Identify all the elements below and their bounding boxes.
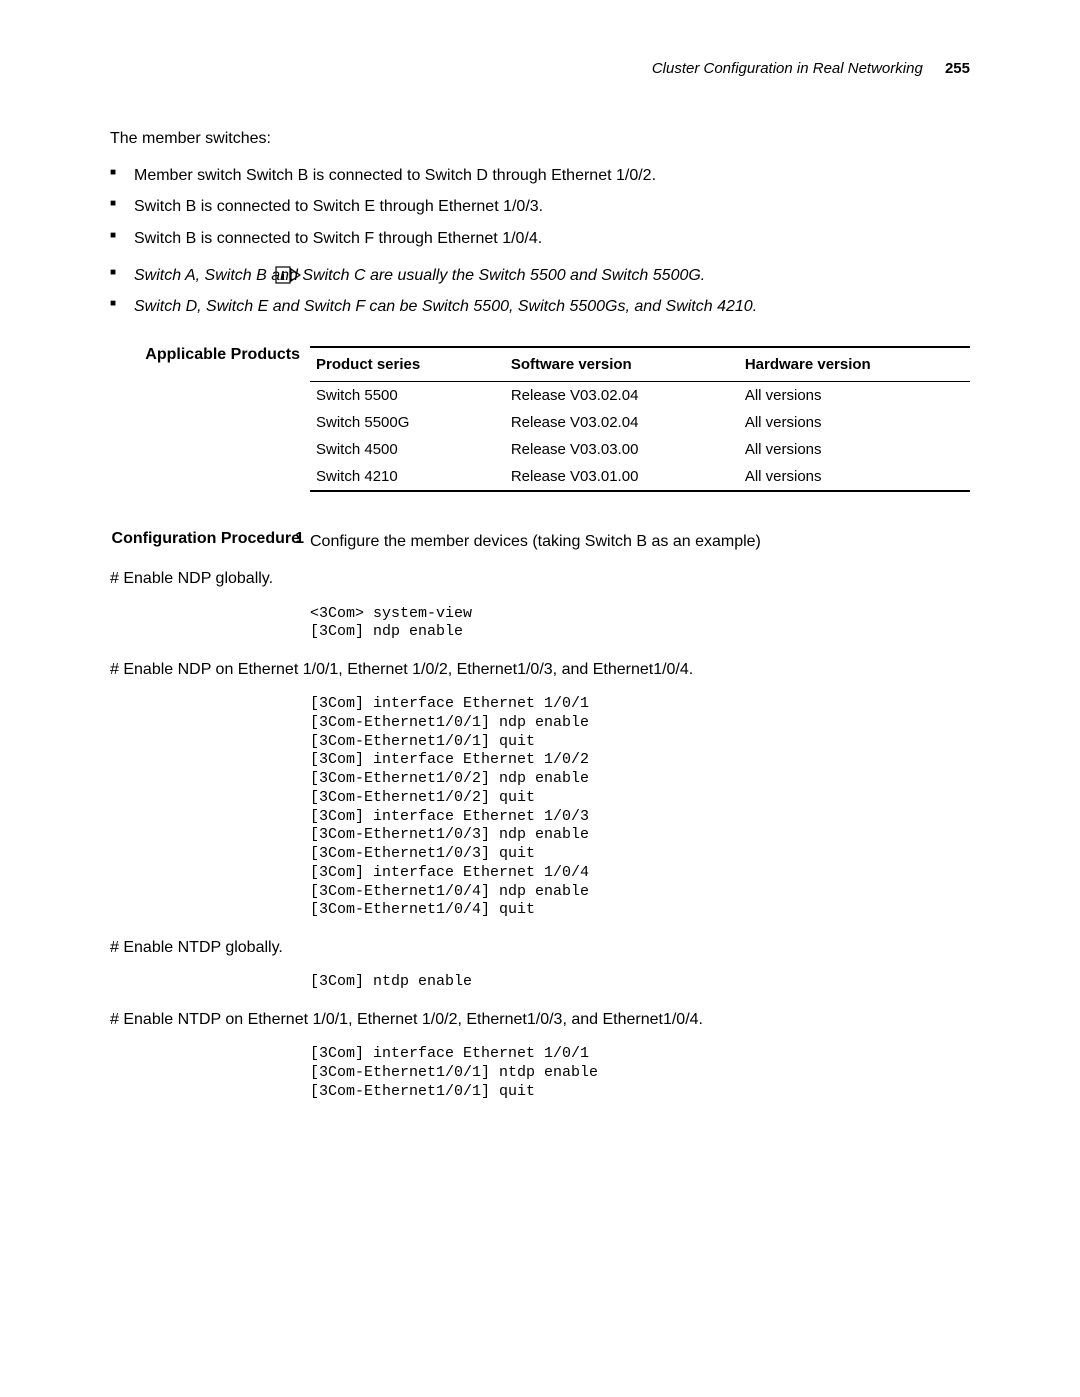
table-cell: Switch 5500G — [310, 409, 505, 436]
code-block: <3Com> system-view [3Com] ndp enable — [310, 605, 970, 643]
step-number: 1 — [290, 530, 304, 548]
table-row: Switch 5500 Release V03.02.04 All versio… — [310, 382, 970, 410]
table-cell: Release V03.02.04 — [505, 382, 739, 410]
step-para: # Enable NDP on Ethernet 1/0/1, Ethernet… — [110, 658, 970, 681]
page: Cluster Configuration in Real Networking… — [0, 0, 1080, 1178]
note-block: i Switch A, Switch B and Switch C are us… — [110, 264, 970, 318]
code-block: [3Com] interface Ethernet 1/0/1 [3Com-Et… — [310, 1045, 970, 1101]
note-bullets: Switch A, Switch B and Switch C are usua… — [110, 264, 970, 318]
table-cell: Switch 4500 — [310, 436, 505, 463]
member-bullets: Member switch Switch B is connected to S… — [110, 164, 970, 250]
table-cell: Release V03.01.00 — [505, 463, 739, 491]
table-cell: All versions — [739, 463, 970, 491]
step-text: Configure the member devices (taking Swi… — [310, 530, 970, 553]
table-header: Hardware version — [739, 347, 970, 382]
list-item: Switch D, Switch E and Switch F can be S… — [110, 295, 970, 318]
table-cell: Switch 4210 — [310, 463, 505, 491]
intro-text: The member switches: — [110, 127, 970, 150]
list-item: Switch B is connected to Switch F throug… — [110, 227, 970, 250]
table-row: Switch 4500 Release V03.03.00 All versio… — [310, 436, 970, 463]
table-cell: Release V03.02.04 — [505, 409, 739, 436]
applicable-products-section: Applicable Products Product series Softw… — [110, 346, 970, 492]
table-cell: Switch 5500 — [310, 382, 505, 410]
step-para: # Enable NTDP globally. — [110, 936, 970, 959]
list-item: Switch A, Switch B and Switch C are usua… — [110, 264, 970, 287]
step-1: 1 Configure the member devices (taking S… — [110, 530, 970, 553]
table-header: Product series — [310, 347, 505, 382]
table-row: Switch 4210 Release V03.01.00 All versio… — [310, 463, 970, 491]
list-item: Member switch Switch B is connected to S… — [110, 164, 970, 187]
table-cell: Release V03.03.00 — [505, 436, 739, 463]
page-header: Cluster Configuration in Real Networking… — [110, 60, 970, 77]
code-block: [3Com] ntdp enable — [310, 973, 970, 992]
table-cell: All versions — [739, 409, 970, 436]
list-item: Switch B is connected to Switch E throug… — [110, 195, 970, 218]
header-title: Cluster Configuration in Real Networking — [652, 60, 923, 77]
page-number: 255 — [945, 60, 970, 77]
step-para: # Enable NDP globally. — [110, 567, 970, 590]
step-para: # Enable NTDP on Ethernet 1/0/1, Etherne… — [110, 1008, 970, 1031]
products-table: Product series Software version Hardware… — [310, 346, 970, 492]
section-heading: Applicable Products — [110, 346, 300, 364]
table-header: Software version — [505, 347, 739, 382]
table-row: Switch 5500G Release V03.02.04 All versi… — [310, 409, 970, 436]
table-cell: All versions — [739, 436, 970, 463]
code-block: [3Com] interface Ethernet 1/0/1 [3Com-Et… — [310, 695, 970, 920]
table-cell: All versions — [739, 382, 970, 410]
